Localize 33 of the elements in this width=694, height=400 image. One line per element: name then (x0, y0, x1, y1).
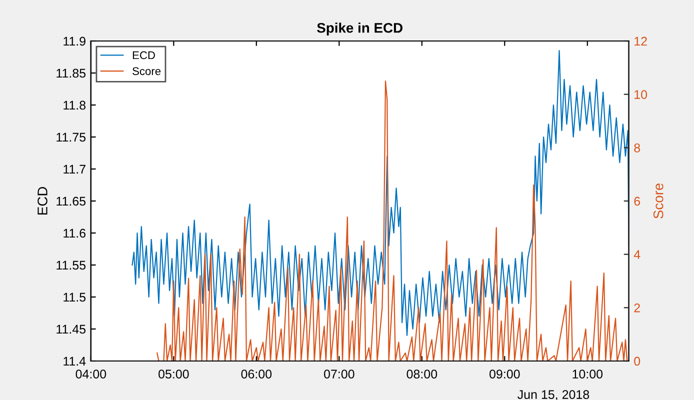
y-tick-label: 11.8 (64, 100, 86, 110)
line-series (156, 80, 628, 361)
y2-tick-label: 0 (634, 356, 640, 366)
y-tick-label: 11.4 (64, 356, 86, 366)
y2-axis-title: Score (653, 183, 664, 219)
y-tick-label: 11.6 (64, 228, 86, 238)
y-tick-label: 11.9 (64, 36, 86, 46)
y2-tick-label: 12 (634, 36, 647, 46)
y-tick-label: 11.5 (64, 292, 86, 302)
y-tick-label: 11.55 (56, 260, 86, 270)
x-tick-label: 10:00 (572, 370, 603, 379)
chart-title: Spike in ECD (317, 22, 402, 36)
y2-tick-label: 10 (634, 90, 648, 99)
y-tick-label: 11.75 (56, 132, 86, 142)
y2-tick-label: 6 (634, 196, 640, 206)
legend-label: Score (132, 67, 161, 76)
line-series (132, 50, 629, 336)
x-tick-label: 06:00 (241, 370, 272, 379)
y2-tick-label: 2 (634, 303, 640, 312)
x-tick-label: 08:00 (406, 370, 438, 379)
x-tick-label: 09:00 (489, 370, 520, 379)
y-axis-title: ECD (38, 187, 48, 215)
y2-tick-label: 4 (634, 250, 640, 259)
x-tick-label: 05:00 (158, 370, 189, 379)
text: Jun 15, 2018 (518, 390, 590, 400)
y2-tick-label: 8 (634, 143, 640, 152)
legend-label: ECD (132, 51, 155, 60)
x-tick-label: 07:00 (324, 370, 354, 379)
x-tick-label: 04:00 (76, 370, 106, 379)
y-tick-label: 11.65 (56, 196, 86, 206)
y-tick-label: 11.45 (56, 324, 86, 334)
y-tick-label: 11.7 (64, 164, 86, 174)
y-tick-label: 11.85 (56, 68, 86, 78)
